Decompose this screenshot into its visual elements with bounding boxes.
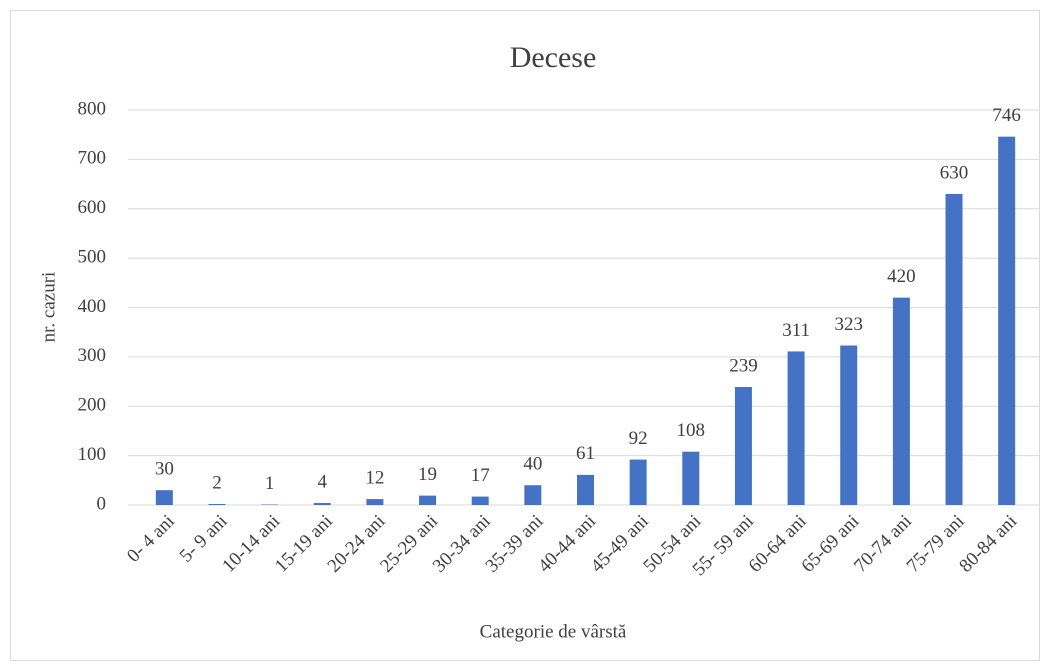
y-tick-label: 100 bbox=[78, 444, 107, 465]
chart-title: Decese bbox=[510, 41, 597, 74]
data-label: 92 bbox=[629, 428, 648, 449]
data-label: 311 bbox=[782, 320, 810, 341]
y-tick-label: 300 bbox=[78, 345, 107, 366]
data-label: 30 bbox=[155, 459, 174, 480]
y-axis-label: nr. cazuri bbox=[38, 272, 59, 343]
data-label: 4 bbox=[318, 471, 328, 492]
bar bbox=[892, 297, 910, 505]
bar bbox=[366, 499, 384, 505]
y-tick-label: 400 bbox=[78, 296, 107, 317]
data-label: 2 bbox=[212, 472, 222, 493]
bar bbox=[840, 345, 858, 505]
y-tick-label: 800 bbox=[78, 98, 107, 119]
data-label: 19 bbox=[418, 464, 437, 485]
data-label: 17 bbox=[471, 465, 490, 486]
bar bbox=[419, 495, 437, 505]
bar bbox=[577, 474, 594, 505]
bar bbox=[313, 503, 331, 505]
chart-frame bbox=[10, 10, 1040, 661]
y-tick-label: 700 bbox=[78, 148, 107, 169]
data-label: 40 bbox=[523, 454, 542, 475]
data-label: 108 bbox=[677, 420, 706, 441]
bar bbox=[734, 386, 752, 505]
data-label: 61 bbox=[576, 443, 595, 464]
bar bbox=[208, 504, 226, 505]
bar bbox=[945, 193, 963, 505]
bar bbox=[998, 136, 1016, 505]
bar bbox=[682, 451, 700, 505]
y-tick-label: 200 bbox=[78, 395, 107, 416]
bar bbox=[629, 459, 647, 505]
data-label: 239 bbox=[729, 355, 758, 376]
data-label: 1 bbox=[265, 473, 275, 494]
x-axis-label: Categorie de vârstă bbox=[480, 621, 627, 642]
y-tick-label: 0 bbox=[97, 493, 107, 514]
data-label: 630 bbox=[940, 162, 969, 183]
bar bbox=[471, 496, 489, 505]
y-tick-label: 500 bbox=[78, 246, 107, 267]
data-label: 420 bbox=[887, 266, 916, 287]
y-tick-label: 600 bbox=[78, 197, 107, 218]
data-label: 12 bbox=[365, 467, 384, 488]
data-label: 746 bbox=[992, 105, 1021, 126]
data-label: 323 bbox=[834, 314, 863, 335]
bar bbox=[155, 490, 173, 505]
bar bbox=[787, 351, 805, 505]
bar bbox=[524, 485, 542, 505]
